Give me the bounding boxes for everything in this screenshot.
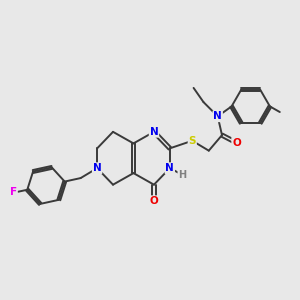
- Text: O: O: [232, 138, 241, 148]
- Text: O: O: [150, 196, 158, 206]
- Text: N: N: [165, 163, 174, 173]
- Text: N: N: [213, 111, 222, 121]
- Text: S: S: [188, 136, 196, 146]
- Text: F: F: [10, 188, 17, 197]
- Text: N: N: [93, 163, 101, 173]
- Text: N: N: [150, 127, 158, 137]
- Text: H: H: [178, 170, 186, 180]
